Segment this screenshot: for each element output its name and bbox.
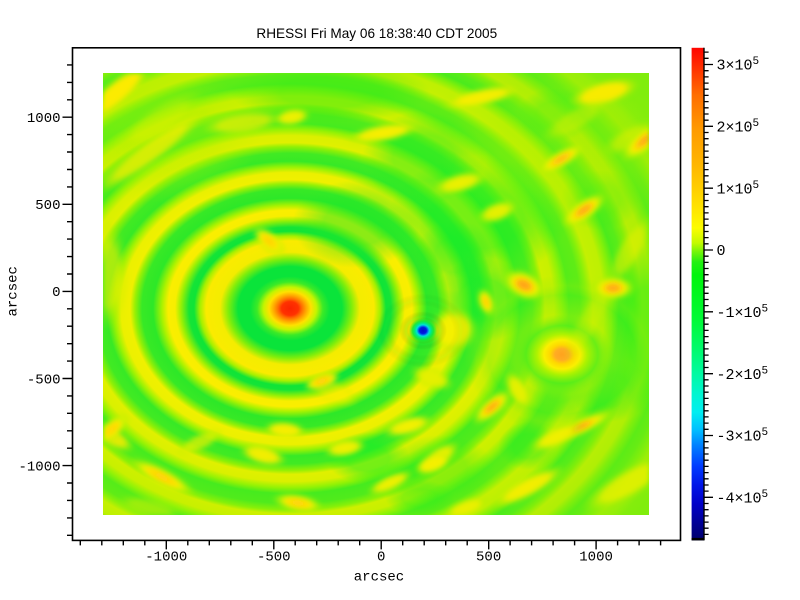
svg-text:1000: 1000 [579,550,613,566]
svg-text:0: 0 [717,243,726,260]
svg-text:1000: 1000 [27,111,61,127]
svg-text:3×105: 3×105 [717,56,760,75]
svg-text:0: 0 [377,550,385,566]
svg-text:-3×105: -3×105 [717,427,769,446]
svg-text:-1000: -1000 [18,459,60,475]
svg-text:-1×105: -1×105 [717,304,769,323]
svg-text:2×105: 2×105 [717,118,760,137]
svg-text:-2×105: -2×105 [717,365,769,384]
svg-text:0: 0 [52,285,60,301]
svg-text:arcsec: arcsec [354,570,404,586]
svg-text:-500: -500 [257,550,291,566]
svg-text:RHESSI Fri May 06 18:38:40 CDT: RHESSI Fri May 06 18:38:40 CDT 2005 [256,26,497,41]
svg-text:-4×105: -4×105 [717,489,769,508]
svg-text:arcsec: arcsec [6,266,22,316]
svg-text:-500: -500 [27,372,61,388]
svg-text:1×105: 1×105 [717,180,760,199]
svg-text:500: 500 [476,550,501,566]
svg-text:500: 500 [35,198,60,214]
svg-text:-1000: -1000 [145,550,187,566]
